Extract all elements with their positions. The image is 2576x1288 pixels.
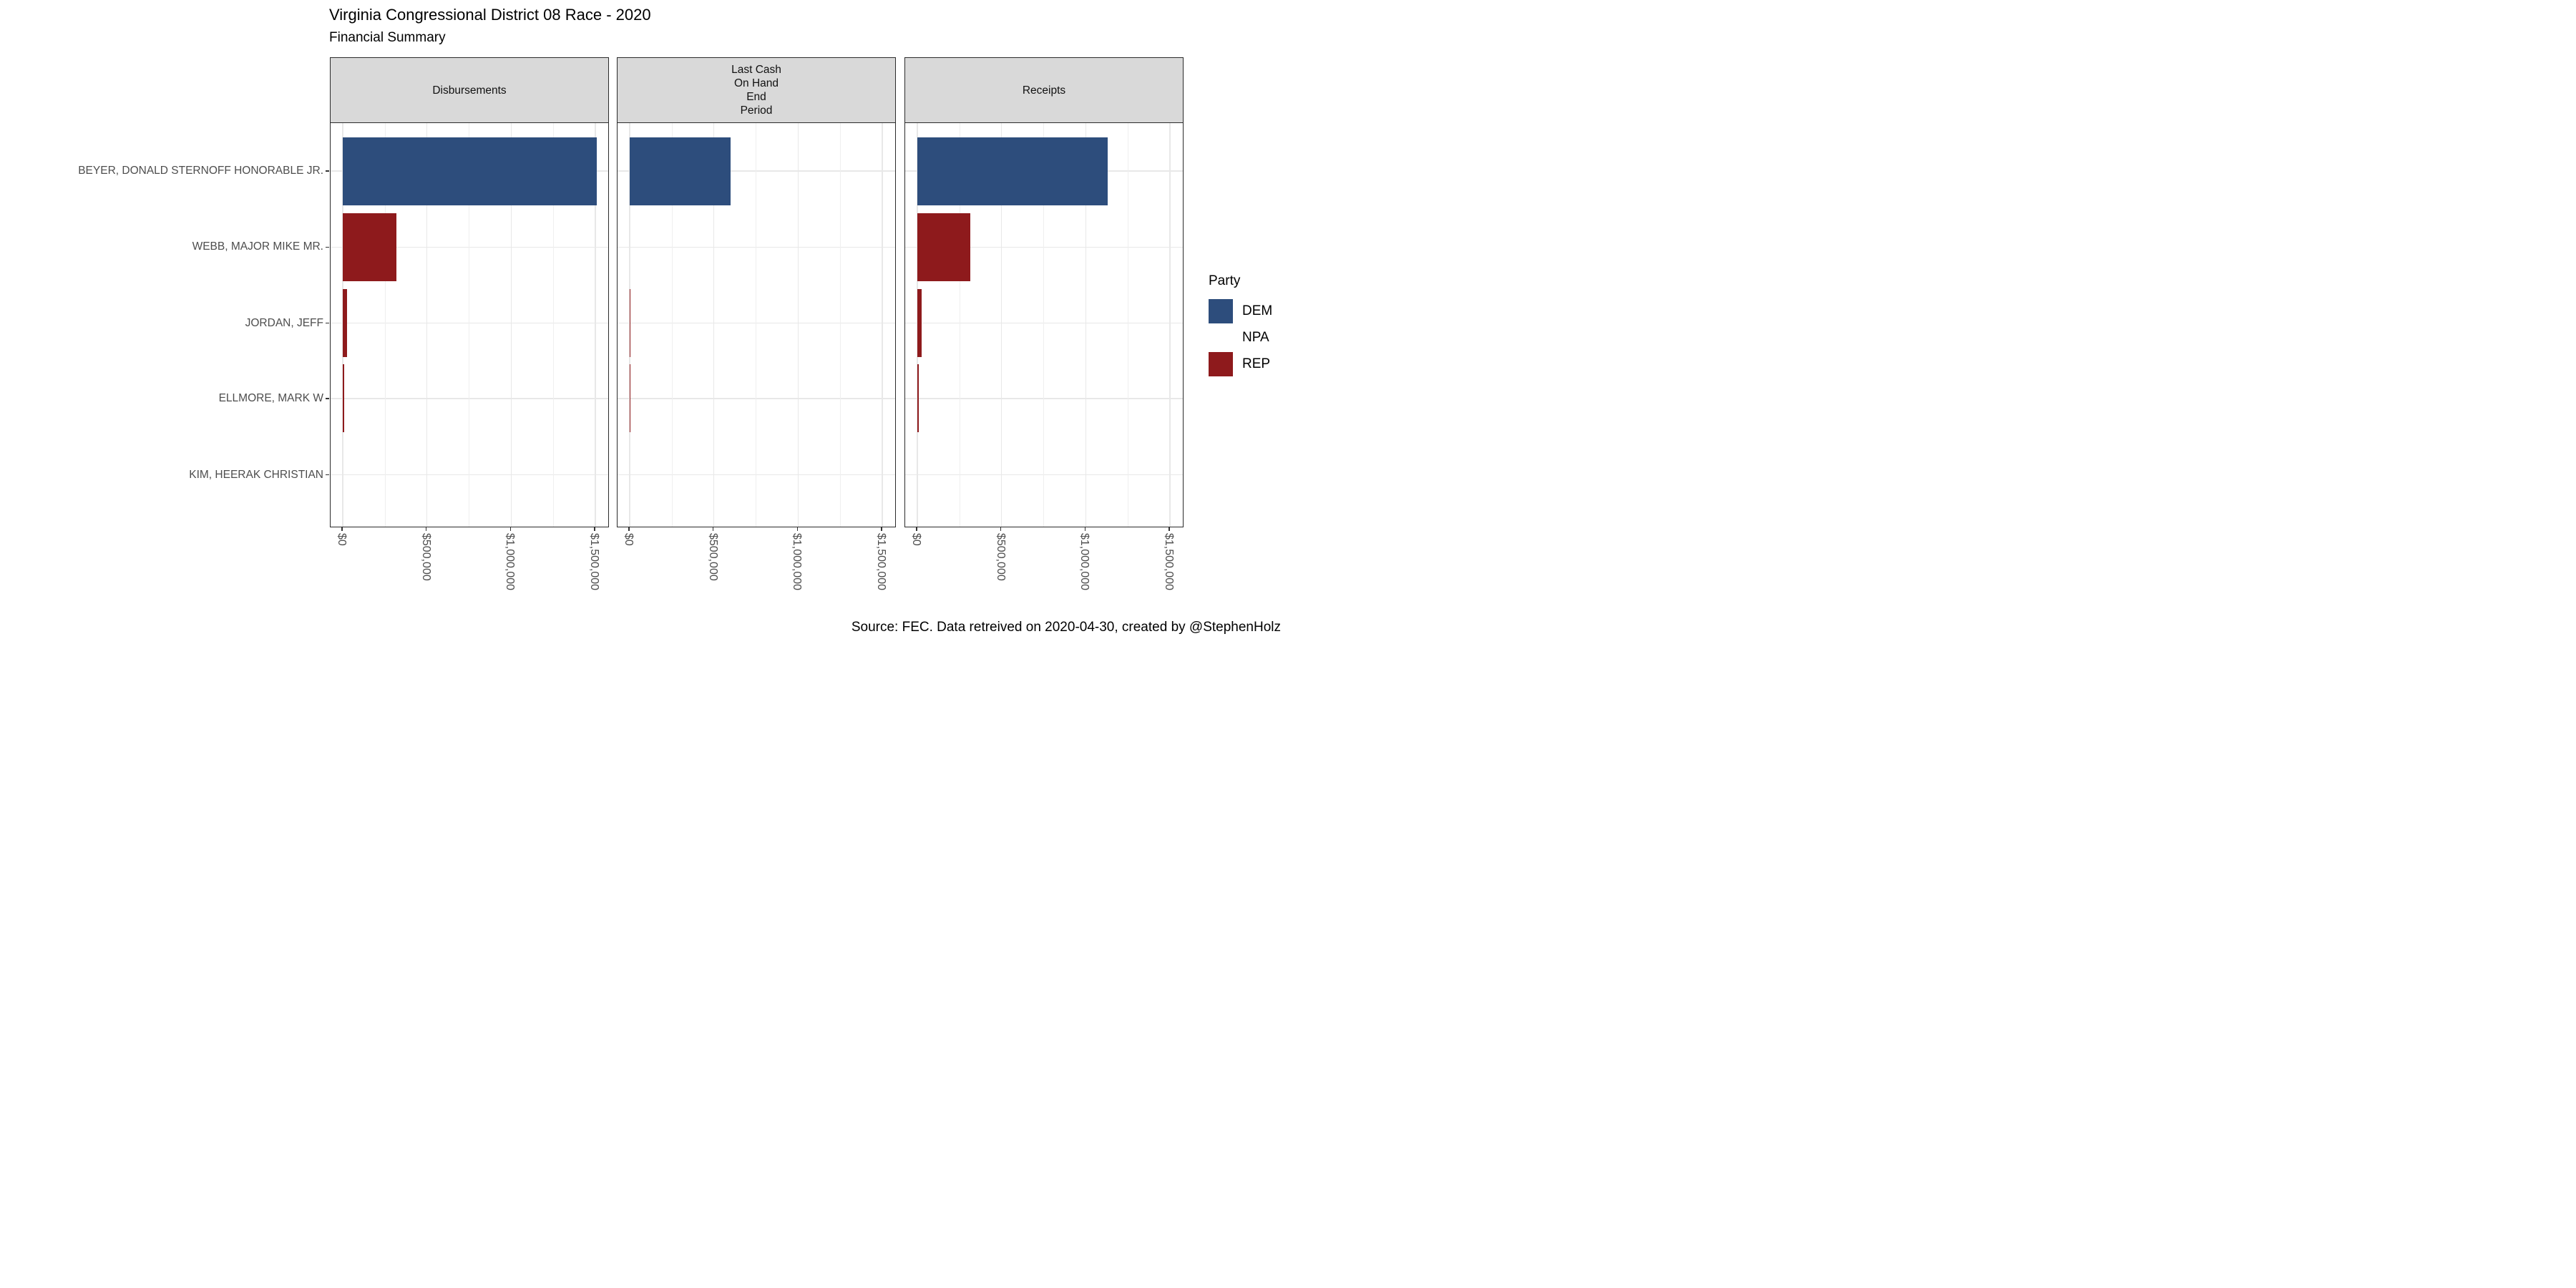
- facet-strip-last-cash-on-hand-end-period: Last Cash On Hand End Period: [617, 57, 896, 123]
- facet-strip-receipts: Receipts: [904, 57, 1184, 123]
- gridline-x-minor: [671, 123, 673, 527]
- x-axis-label: $1,500,000: [875, 533, 888, 591]
- facet-strip-label: End: [746, 91, 766, 103]
- gridline-x-major: [595, 123, 596, 527]
- bar-receipts-row0: [917, 137, 1108, 205]
- gridline-x-minor: [840, 123, 841, 527]
- bar-receipts-row2: [917, 289, 922, 358]
- gridline-x-major: [426, 123, 428, 527]
- x-axis-label: $500,000: [994, 533, 1007, 581]
- gridline-x-minor: [384, 123, 386, 527]
- y-axis-tick: [326, 398, 329, 399]
- x-axis-tick: [916, 527, 917, 531]
- gridline-x-major: [797, 123, 799, 527]
- facet-strip-label: Period: [740, 104, 773, 117]
- y-axis-tick: [326, 322, 329, 324]
- x-axis-label: $0: [622, 533, 635, 546]
- legend-label: DEM: [1242, 303, 1273, 318]
- gridline-x-major: [1169, 123, 1171, 527]
- gridline-x-major: [1000, 123, 1002, 527]
- x-axis-tick: [425, 527, 427, 531]
- bar-receipts-row1: [917, 213, 971, 281]
- x-axis-label: $1,000,000: [1078, 533, 1091, 591]
- facet-strip-label: On Hand: [733, 77, 779, 89]
- x-axis-tick: [1000, 527, 1002, 531]
- legend-swatch-dem: [1209, 299, 1233, 323]
- legend-swatch-npa: [1209, 326, 1233, 350]
- legend-entries: DEM NPA REP: [1209, 299, 1272, 376]
- x-axis-label: $1,500,000: [588, 533, 601, 591]
- x-axis-tick: [509, 527, 512, 531]
- legend-label: NPA: [1242, 330, 1269, 345]
- legend: Party DEM NPA REP: [1209, 273, 1272, 379]
- bar-disbursements-row1: [342, 213, 397, 281]
- x-axis-tick: [341, 527, 343, 531]
- bar-receipts-row3: [917, 364, 919, 433]
- facet-strip-label: Disbursements: [432, 84, 507, 97]
- y-axis-label-candidate: KIM, HEERAK CHRISTIAN: [189, 468, 323, 481]
- y-axis-tick: [326, 170, 329, 172]
- legend-label: REP: [1242, 356, 1271, 371]
- bar-disbursements-row2: [342, 289, 347, 358]
- legend-swatch-rep: [1209, 352, 1233, 376]
- x-axis-tick: [881, 527, 882, 531]
- page-title: Virginia Congressional District 08 Race …: [329, 6, 651, 24]
- facet-strip-disbursements: Disbursements: [330, 57, 609, 123]
- legend-entry-dem: DEM: [1209, 299, 1272, 323]
- facet-strip-label: Receipts: [1022, 84, 1066, 97]
- facet-panel-disbursements: [330, 123, 609, 527]
- bar-disbursements-row0: [342, 137, 597, 205]
- x-axis-tick: [796, 527, 799, 531]
- x-axis-label: $0: [335, 533, 348, 546]
- gridline-x-minor: [553, 123, 555, 527]
- x-axis-label: $0: [909, 533, 922, 546]
- x-axis-label: $1,500,000: [1163, 533, 1176, 591]
- bar-disbursements-row3: [342, 364, 345, 433]
- y-axis-label-candidate: BEYER, DONALD STERNOFF HONORABLE JR.: [78, 165, 323, 177]
- y-axis-label-candidate: JORDAN, JEFF: [245, 316, 323, 329]
- y-axis-label-candidate: ELLMORE, MARK W: [218, 391, 323, 404]
- x-axis-label: $500,000: [419, 533, 432, 581]
- gridline-x-minor: [1043, 123, 1045, 527]
- facet-panel-last-cash-on-hand-end-period: [617, 123, 896, 527]
- x-axis-label: $500,000: [706, 533, 719, 581]
- gridline-x-major: [1085, 123, 1087, 527]
- x-axis-tick: [1084, 527, 1086, 531]
- gridline-x-major: [510, 123, 512, 527]
- gridline-x-major: [882, 123, 883, 527]
- x-axis-tick: [628, 527, 630, 531]
- legend-entry-npa: NPA: [1209, 326, 1272, 350]
- facet-panel-receipts: [904, 123, 1184, 527]
- x-axis-label: $1,000,000: [791, 533, 804, 591]
- legend-entry-rep: REP: [1209, 352, 1272, 376]
- y-axis-tick: [326, 474, 329, 476]
- x-axis-label: $1,000,000: [504, 533, 517, 591]
- caption: Source: FEC. Data retreived on 2020-04-3…: [851, 620, 1281, 635]
- page-subtitle: Financial Summary: [329, 30, 446, 45]
- x-axis-tick: [1169, 527, 1170, 531]
- legend-title: Party: [1209, 273, 1241, 288]
- y-axis-tick: [326, 246, 329, 248]
- bar-last-cash-on-hand-end-period-row0: [629, 137, 731, 205]
- gridline-x-major: [713, 123, 715, 527]
- facet-strip-label: Last Cash: [731, 64, 781, 76]
- x-axis-tick: [712, 527, 714, 531]
- x-axis-tick: [594, 527, 595, 531]
- y-axis-label-candidate: WEBB, MAJOR MIKE MR.: [192, 240, 323, 253]
